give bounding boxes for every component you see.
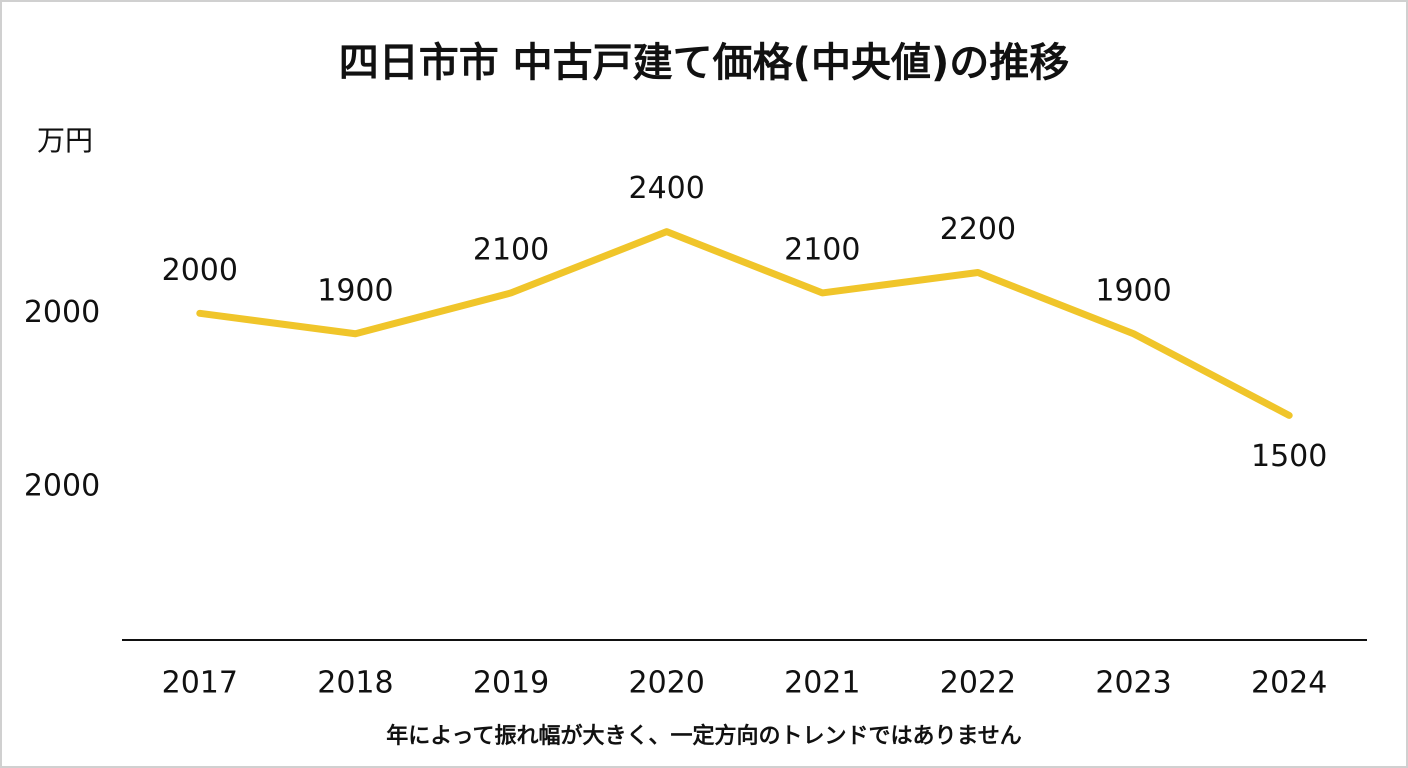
x-tick-label: 2021 (784, 666, 860, 701)
note: 年によって振れ幅が大きく、一定方向のトレンドではありません (386, 723, 1022, 749)
chart-title: 四日市市 中古戸建て価格(中央値)の推移 (339, 40, 1070, 86)
data-label: 2100 (473, 232, 549, 267)
data-label: 2200 (940, 212, 1016, 247)
data-label: 2000 (162, 253, 238, 288)
data-label: 1500 (1251, 439, 1327, 474)
x-tick-label: 2019 (473, 666, 549, 701)
y-axis-label: 万円 (37, 124, 93, 157)
x-tick-label: 2022 (940, 666, 1016, 701)
data-label: 1900 (1095, 273, 1171, 308)
data-label: 2100 (784, 232, 860, 267)
x-tick-label: 2020 (629, 666, 705, 701)
x-tick-label: 2023 (1095, 666, 1171, 701)
data-label: 2400 (629, 171, 705, 206)
x-tick-label: 2017 (162, 666, 238, 701)
x-tick-label: 2024 (1251, 666, 1327, 701)
x-tick-label: 2018 (317, 666, 393, 701)
annotation: 2000 (24, 469, 100, 504)
line (196, 228, 1293, 419)
y-tick-label: 2000 (24, 295, 100, 330)
data-label: 1900 (317, 273, 393, 308)
